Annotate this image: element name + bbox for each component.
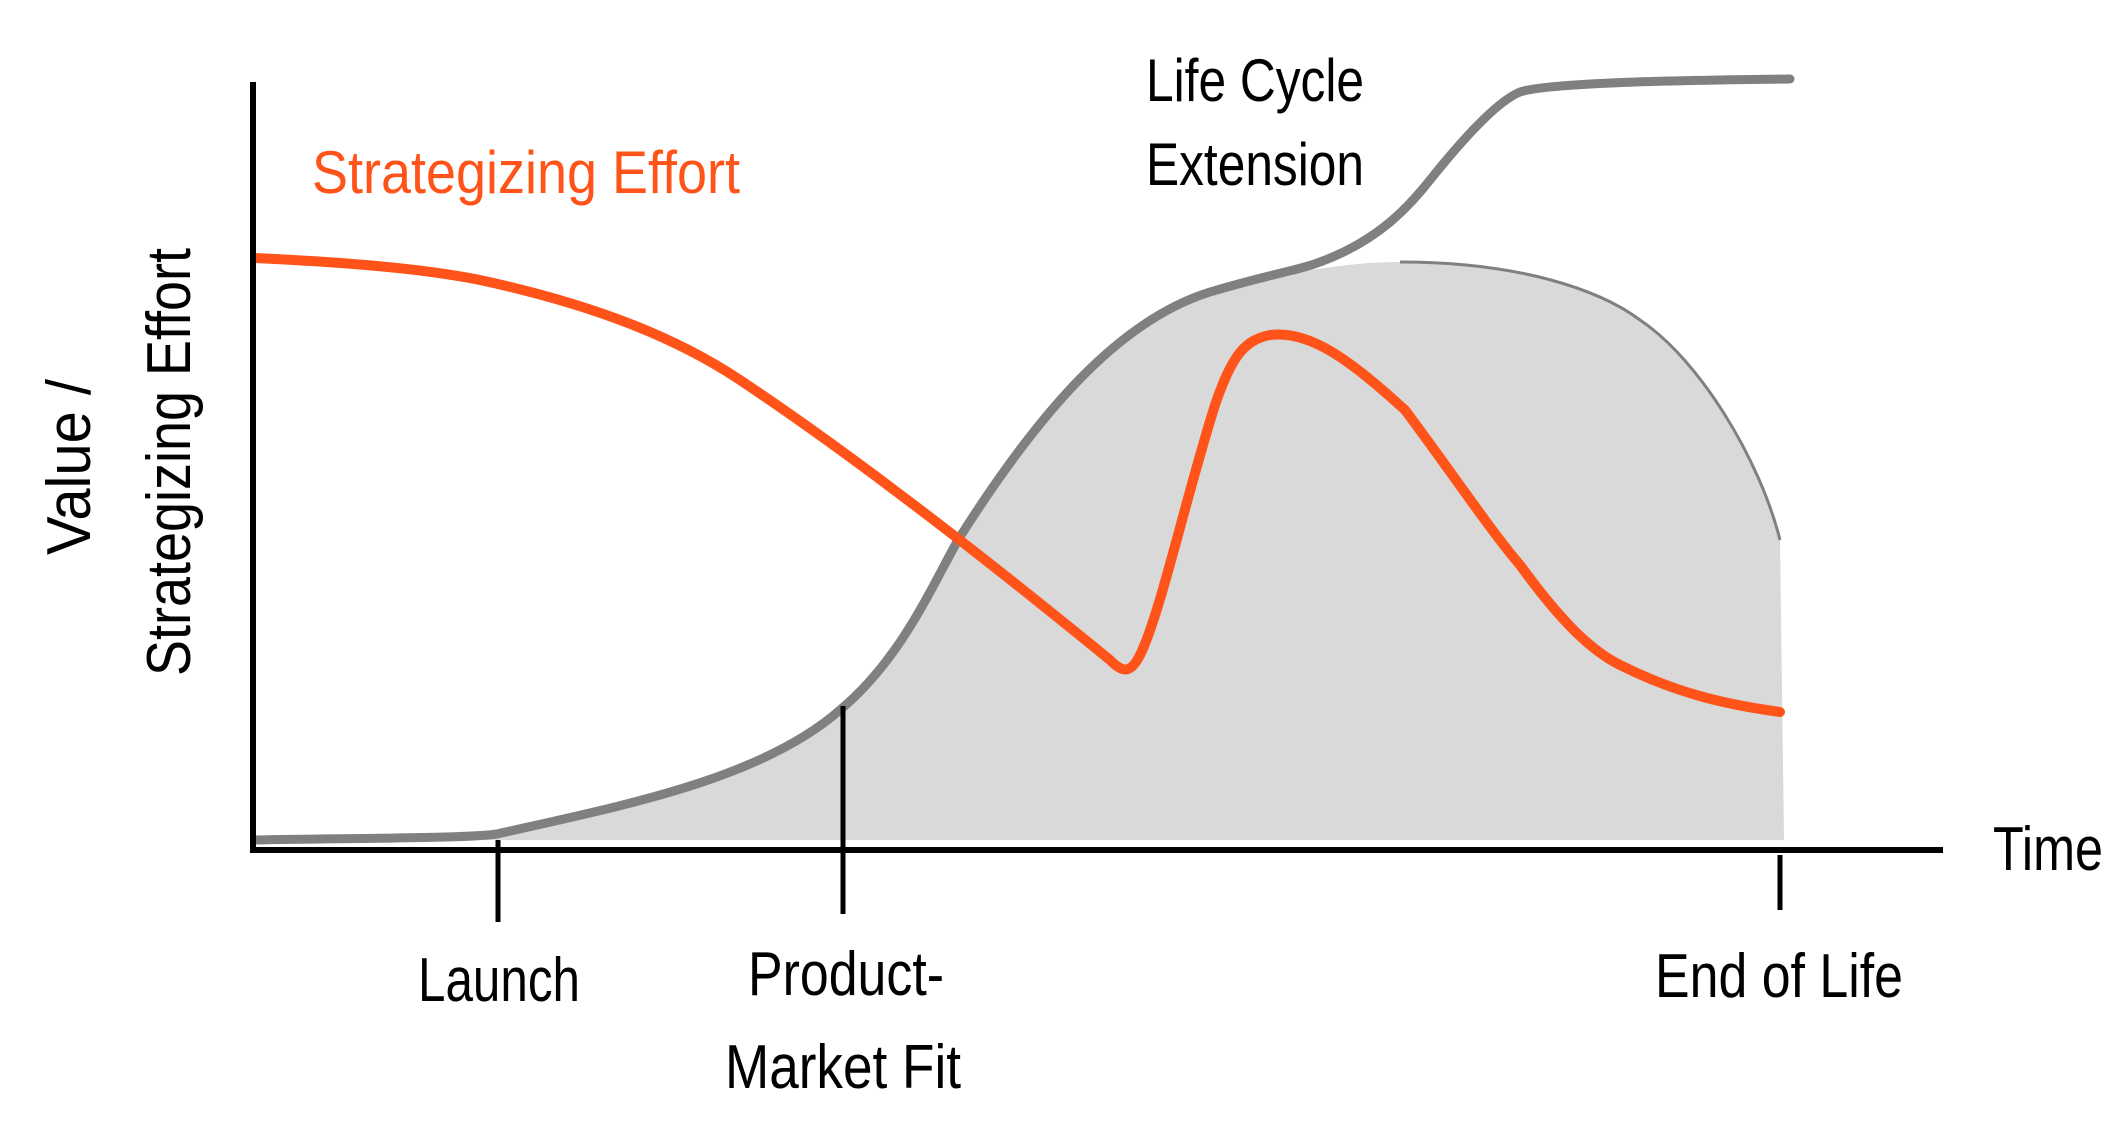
x-axis-label: Time (1993, 815, 2103, 884)
series-label: Strategizing Effort (312, 139, 740, 206)
pmf-label-line1: Product- (748, 940, 944, 1009)
value-decline-curve (1399, 260, 1782, 541)
value-area (253, 262, 1784, 840)
extension-label-line2: Extension (1146, 131, 1364, 198)
y-axis-label-line1: Value / (35, 378, 104, 555)
pmf-label-line2: Market Fit (725, 1033, 961, 1102)
end-of-life-label: End of Life (1655, 942, 1903, 1011)
y-axis-label-line2: Strategizing Effort (135, 248, 204, 676)
launch-label: Launch (418, 946, 580, 1015)
strategizing-effort-curve (250, 253, 1785, 717)
value-curve (250, 74, 1795, 845)
extension-label-line1: Life Cycle (1146, 47, 1364, 114)
y-axis-label: Value / Strategizing Effort (35, 248, 204, 676)
